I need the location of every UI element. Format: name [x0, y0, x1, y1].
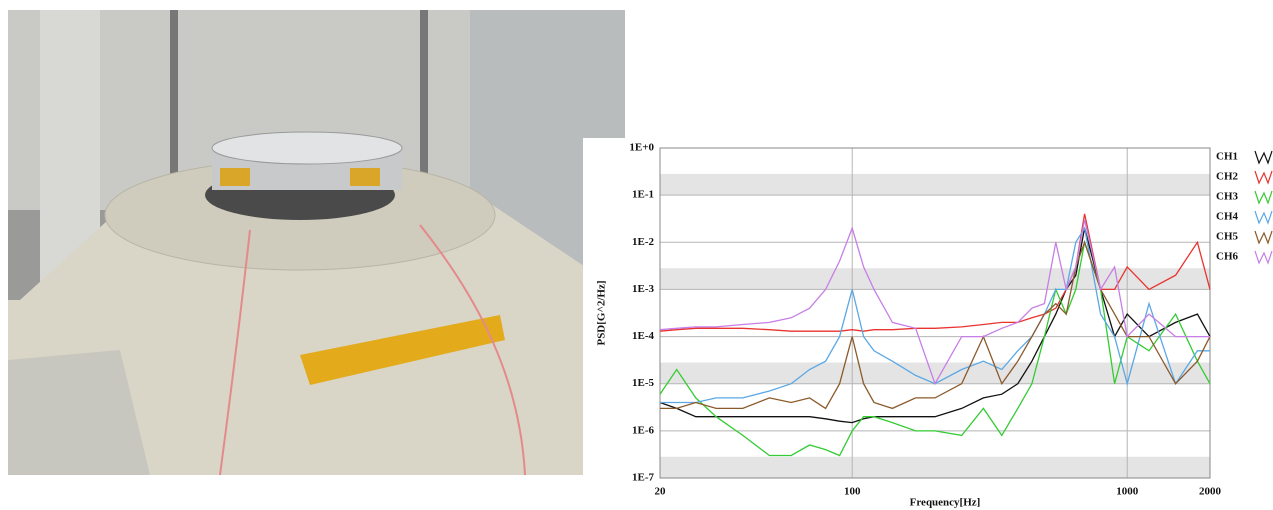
y-tick-label: 1E-6 [632, 424, 655, 436]
y-tick-label: 1E-2 [632, 236, 655, 248]
legend-label: CH4 [1216, 211, 1239, 223]
x-tick-label: 100 [844, 486, 861, 498]
y-tick-label: 1E-5 [632, 377, 655, 389]
page: Frequency[Hz] PSD[G^2/Hz] 1E-7 1E-6 1E-5 1E… [0, 0, 1273, 510]
photo-fixture-top [212, 132, 402, 164]
photo-rod [170, 10, 178, 190]
legend-label: CH6 [1216, 251, 1239, 263]
legend-label: CH5 [1216, 231, 1239, 243]
x-tick-label: 20 [655, 486, 667, 498]
y-tick-label: 1E-3 [632, 283, 655, 295]
photo-tape [350, 168, 380, 186]
y-tick-label: 1E-4 [632, 330, 655, 342]
photo-rod [420, 10, 428, 190]
x-tick-label: 1000 [1116, 486, 1139, 498]
legend-label: CH2 [1216, 171, 1239, 183]
y-axis-label: PSD[G^2/Hz] [596, 280, 608, 345]
x-axis-label: Frequency[Hz] [910, 497, 981, 509]
y-tick-label: 1E-7 [632, 472, 655, 484]
x-tick-label: 2000 [1199, 486, 1222, 498]
legend-label: CH1 [1216, 151, 1238, 163]
y-tick-label: 1E-1 [632, 189, 654, 201]
legend-label: CH3 [1216, 191, 1239, 203]
photo-tape [220, 168, 250, 186]
y-tick-label: 1E+0 [629, 142, 654, 154]
photo [8, 10, 625, 475]
